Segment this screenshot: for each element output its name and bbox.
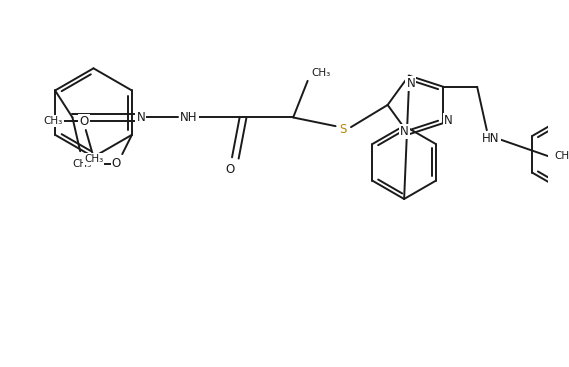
Text: CH₃: CH₃ (72, 159, 92, 169)
Text: O: O (225, 163, 234, 176)
Text: O: O (79, 115, 89, 128)
Text: CH₃: CH₃ (311, 68, 331, 78)
Text: O: O (112, 157, 121, 170)
Text: HN: HN (482, 132, 500, 145)
Text: N: N (400, 125, 409, 138)
Text: N: N (137, 111, 145, 124)
Text: CH₃: CH₃ (84, 154, 104, 164)
Text: N: N (406, 77, 415, 90)
Text: CH₃: CH₃ (554, 151, 569, 161)
Text: NH: NH (180, 111, 198, 124)
Text: N: N (444, 114, 452, 127)
Text: CH₃: CH₃ (43, 116, 63, 126)
Text: S: S (340, 123, 347, 135)
